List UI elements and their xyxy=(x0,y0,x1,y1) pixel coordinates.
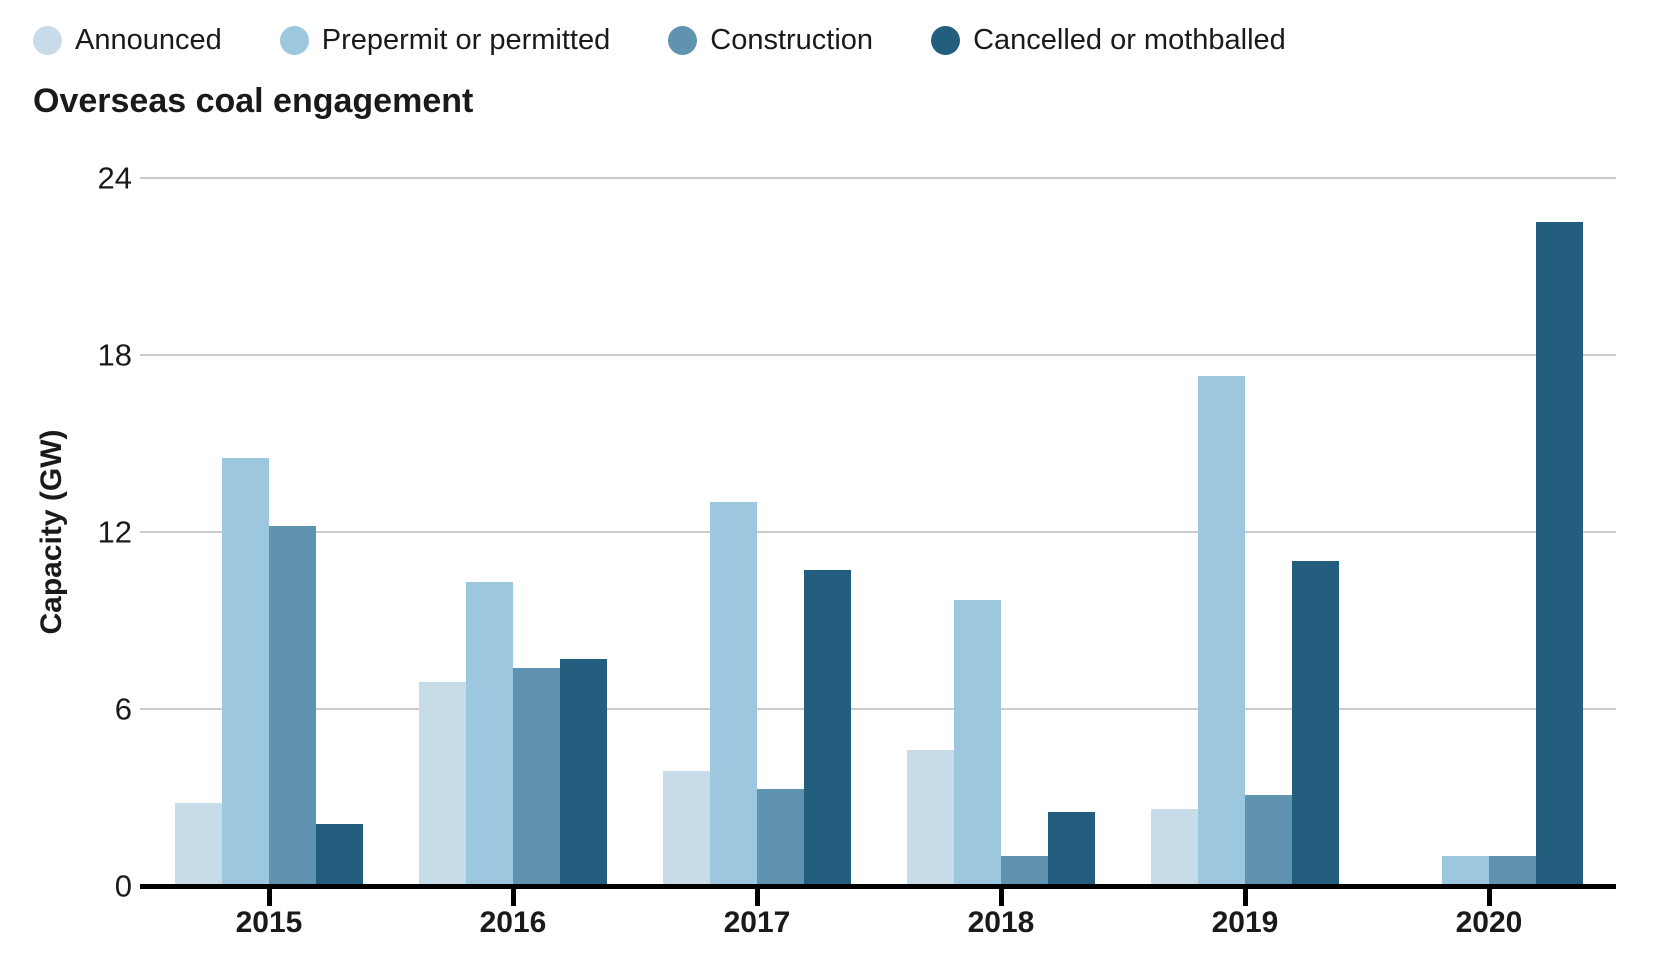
legend-item-cancelled: Cancelled or mothballed xyxy=(931,26,1286,55)
x-tick-label-2015: 2015 xyxy=(235,906,303,939)
y-axis-title: Capacity (GW) xyxy=(35,429,68,635)
bar-2020-s2 xyxy=(1489,856,1536,886)
x-tick-label-2016: 2016 xyxy=(479,906,547,939)
bar-2018-s3 xyxy=(1048,812,1095,886)
x-tick-2020 xyxy=(1487,889,1492,906)
legend-dot-announced xyxy=(33,26,62,55)
y-tick-label-12: 12 xyxy=(97,514,132,550)
bar-2020-s1 xyxy=(1442,856,1489,886)
x-tick-2019 xyxy=(1243,889,1248,906)
bar-2016-s2 xyxy=(513,668,560,886)
bar-2017-s0 xyxy=(663,771,710,886)
gridline-24 xyxy=(140,177,1616,179)
y-tick-label-24: 24 xyxy=(97,160,132,196)
x-tick-label-2018: 2018 xyxy=(967,906,1035,939)
bar-2019-s2 xyxy=(1245,795,1292,886)
legend-dot-cancelled xyxy=(931,26,961,55)
bar-2016-s0 xyxy=(419,682,466,886)
legend-dot-construction xyxy=(668,26,698,55)
bar-2018-s2 xyxy=(1001,856,1048,886)
x-tick-2016 xyxy=(511,889,516,906)
gridline-18 xyxy=(140,354,1616,356)
bar-2019-s1 xyxy=(1198,376,1245,886)
bar-2015-s3 xyxy=(316,824,363,886)
legend-item-construction: Construction xyxy=(668,26,873,55)
y-tick-label-0: 0 xyxy=(114,868,132,904)
x-tick-2018 xyxy=(999,889,1004,906)
bar-2019-s0 xyxy=(1151,809,1198,886)
bar-2015-s2 xyxy=(269,526,316,886)
legend-label-prepermit: Prepermit or permitted xyxy=(321,24,611,56)
bar-2019-s3 xyxy=(1292,561,1339,886)
legend-item-announced: Announced xyxy=(33,26,222,55)
chart-title: Overseas coal engagement xyxy=(33,82,474,120)
gridline-12 xyxy=(140,531,1616,533)
bar-2018-s1 xyxy=(954,600,1001,886)
x-tick-2017 xyxy=(755,889,760,906)
x-tick-label-2017: 2017 xyxy=(723,906,791,939)
bar-2016-s1 xyxy=(466,582,513,886)
legend-label-cancelled: Cancelled or mothballed xyxy=(973,24,1286,56)
y-tick-label-6: 6 xyxy=(114,691,132,727)
bar-2015-s0 xyxy=(175,803,222,886)
x-axis-line xyxy=(140,884,1616,889)
y-tick-label-18: 18 xyxy=(97,337,132,373)
bar-2016-s3 xyxy=(560,659,607,886)
legend: Announced Prepermit or permitted Constru… xyxy=(33,26,1286,55)
x-tick-label-2019: 2019 xyxy=(1211,906,1279,939)
x-tick-2015 xyxy=(267,889,272,906)
legend-label-announced: Announced xyxy=(75,24,222,56)
bar-2017-s2 xyxy=(757,789,804,886)
bar-2018-s0 xyxy=(907,750,954,886)
bar-2015-s1 xyxy=(222,458,269,886)
bar-2017-s3 xyxy=(804,570,851,886)
legend-label-construction: Construction xyxy=(710,24,874,56)
x-tick-label-2020: 2020 xyxy=(1455,906,1523,939)
legend-dot-prepermit xyxy=(279,26,309,55)
bar-2017-s1 xyxy=(710,502,757,886)
legend-item-prepermit: Prepermit or permitted xyxy=(279,24,611,56)
gridline-6 xyxy=(140,708,1616,710)
bar-2020-s3 xyxy=(1536,222,1583,886)
